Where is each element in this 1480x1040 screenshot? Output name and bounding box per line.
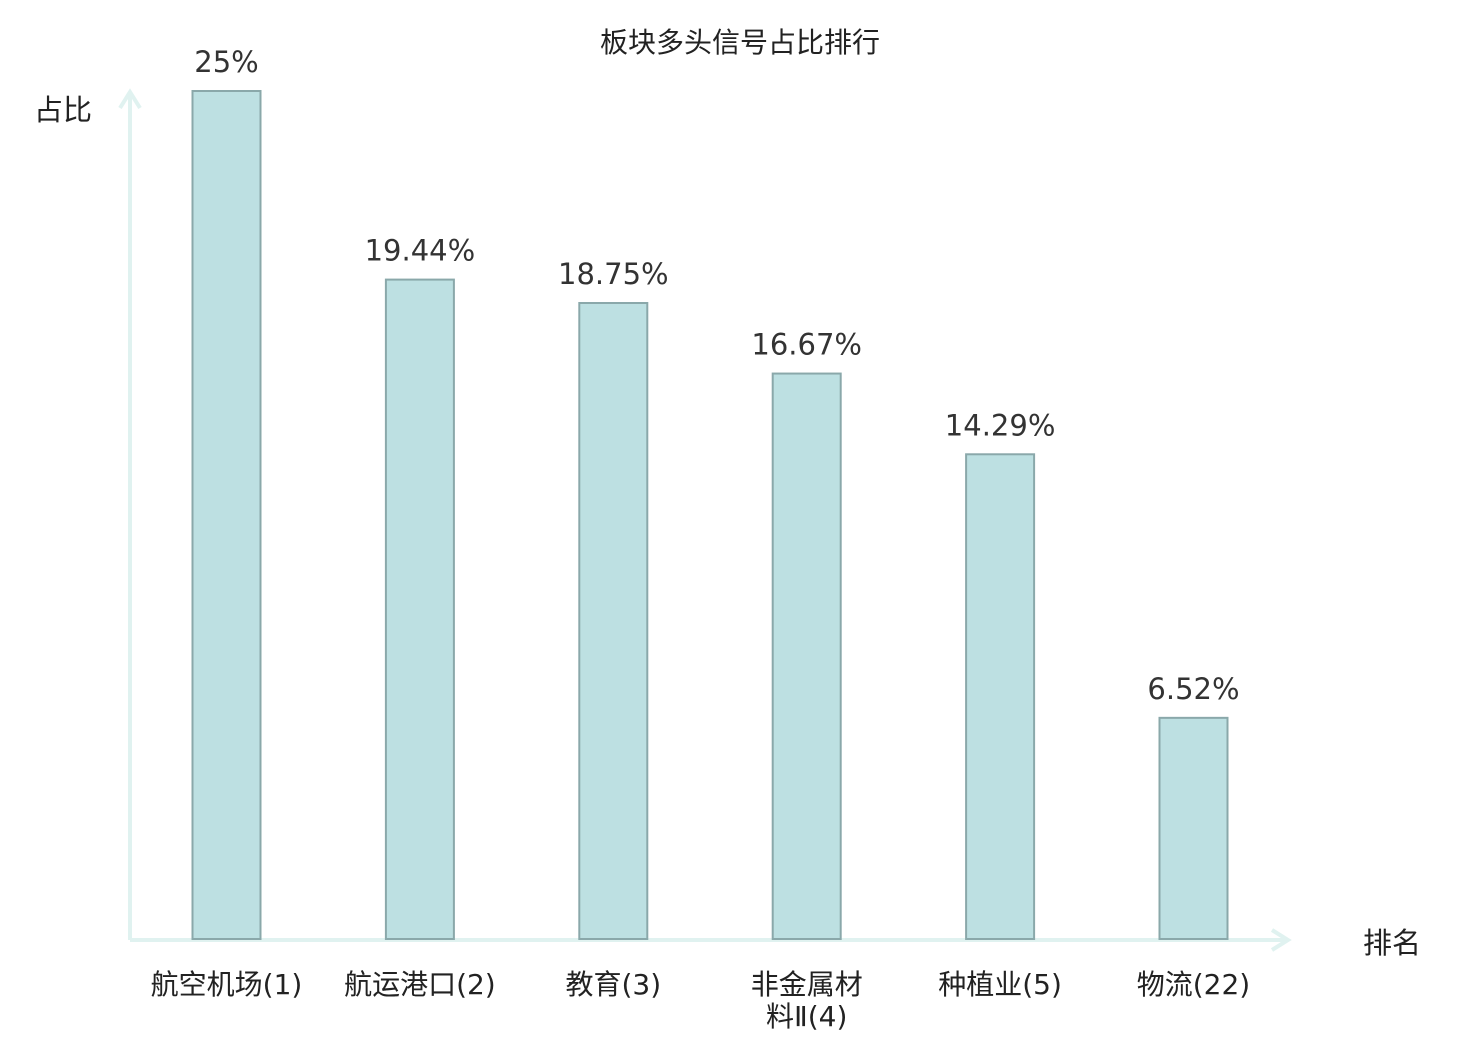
category-label: 物流(22) bbox=[1137, 968, 1250, 1001]
x-axis-arrow bbox=[1270, 928, 1292, 952]
value-label: 19.44% bbox=[365, 234, 476, 268]
category-label: 非金属材料Ⅱ(4) bbox=[751, 968, 863, 1033]
axes bbox=[118, 88, 1292, 952]
bar bbox=[965, 453, 1036, 940]
category-labels: 航空机场(1) 航运港口(2) 教育(3) 非金属材料Ⅱ(4) 种植业(5) 物流(22) bbox=[151, 968, 1251, 1033]
category-label: 航运港口(2) bbox=[344, 968, 496, 1001]
bar bbox=[578, 302, 649, 940]
category-label-line: 教育(3) bbox=[565, 968, 661, 1001]
value-label: 14.29% bbox=[945, 408, 1056, 442]
x-axis-label: 排名 bbox=[1363, 926, 1421, 960]
category-label-line: 航运港口(2) bbox=[344, 968, 496, 1001]
bars bbox=[191, 90, 1229, 941]
y-axis-label: 占比 bbox=[34, 93, 92, 127]
category-label: 教育(3) bbox=[565, 968, 661, 1001]
bar bbox=[771, 372, 842, 940]
category-label-line: 非金属材 bbox=[751, 968, 863, 1001]
bar bbox=[191, 90, 262, 940]
category-label-line: 物流(22) bbox=[1137, 968, 1250, 1001]
value-labels: 25% 19.44% 18.75% 16.67% 14.29% 6.52% bbox=[194, 45, 1239, 706]
chart-title: 板块多头信号占比排行 bbox=[600, 26, 880, 59]
value-label: 18.75% bbox=[558, 257, 669, 291]
category-label-line: 料Ⅱ(4) bbox=[766, 1000, 847, 1033]
value-label: 6.52% bbox=[1147, 672, 1239, 706]
category-label: 种植业(5) bbox=[938, 968, 1062, 1001]
category-label-line: 航空机场(1) bbox=[151, 968, 303, 1001]
y-axis-arrow bbox=[118, 88, 142, 110]
bar bbox=[384, 278, 455, 940]
value-label: 25% bbox=[194, 45, 258, 79]
bar bbox=[1158, 716, 1229, 941]
category-label-line: 种植业(5) bbox=[938, 968, 1062, 1001]
category-label: 航空机场(1) bbox=[151, 968, 303, 1001]
value-label: 16.67% bbox=[751, 328, 862, 362]
